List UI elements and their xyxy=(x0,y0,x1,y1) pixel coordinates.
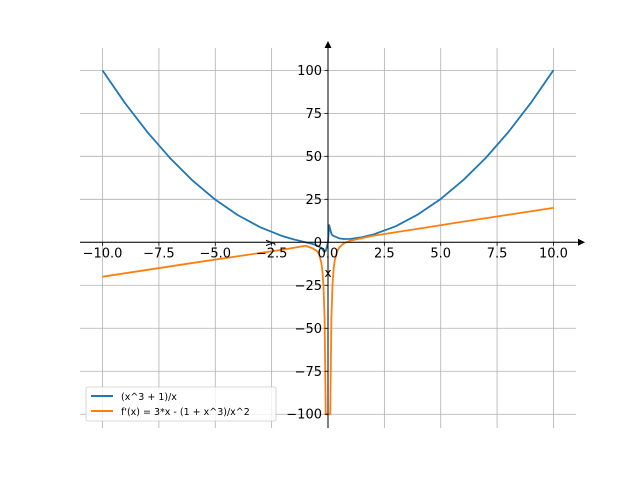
x-tick-label-0: −10.0 xyxy=(83,246,123,261)
series-line-2 xyxy=(102,207,554,416)
ticks: −10.0 −7.5 −5.0 −2.5 0.0 2.5 5.0 7.5 10.0 −100 −75… xyxy=(83,64,568,423)
x-tick-label-5: 2.5 xyxy=(374,246,395,261)
y-tick-label-1: −75 xyxy=(295,365,322,380)
y-axis-arrow xyxy=(324,41,332,48)
x-axis-label: x xyxy=(324,266,331,280)
x-tick-label-2: −5.0 xyxy=(199,246,231,261)
legend-label-series-1: (x^3 + 1)/x xyxy=(121,392,177,403)
x-tick-label-3: −2.5 xyxy=(256,246,288,261)
y-tick-label-8: 100 xyxy=(297,64,322,79)
x-tick-label-7: 7.5 xyxy=(487,246,508,261)
x-tick-label-4: 0.0 xyxy=(318,246,339,261)
y-tick-label-0: −100 xyxy=(286,408,322,423)
x-tick-label-6: 5.0 xyxy=(430,246,451,261)
x-axis-arrow xyxy=(578,238,585,246)
x-tick-label-8: 10.0 xyxy=(539,246,568,261)
legend-label-series-2: f'(x) = 3*x - (1 + x^3)/x^2 xyxy=(121,407,250,418)
legend-box xyxy=(85,386,277,422)
y-tick-label-3: −25 xyxy=(295,279,322,294)
y-tick-label-4: 0 xyxy=(314,236,322,251)
y-tick-label-2: −50 xyxy=(295,322,322,337)
y-tick-label-5: 25 xyxy=(305,193,322,208)
legend: (x^3 + 1)/x f'(x) = 3*x - (1 + x^3)/x^2 xyxy=(85,386,277,422)
x-tick-label-1: −7.5 xyxy=(143,246,175,261)
axes xyxy=(80,41,585,428)
y-tick-label-7: 75 xyxy=(305,107,322,122)
y-axis-label: y xyxy=(262,239,276,246)
y-tick-label-6: 50 xyxy=(305,150,322,165)
